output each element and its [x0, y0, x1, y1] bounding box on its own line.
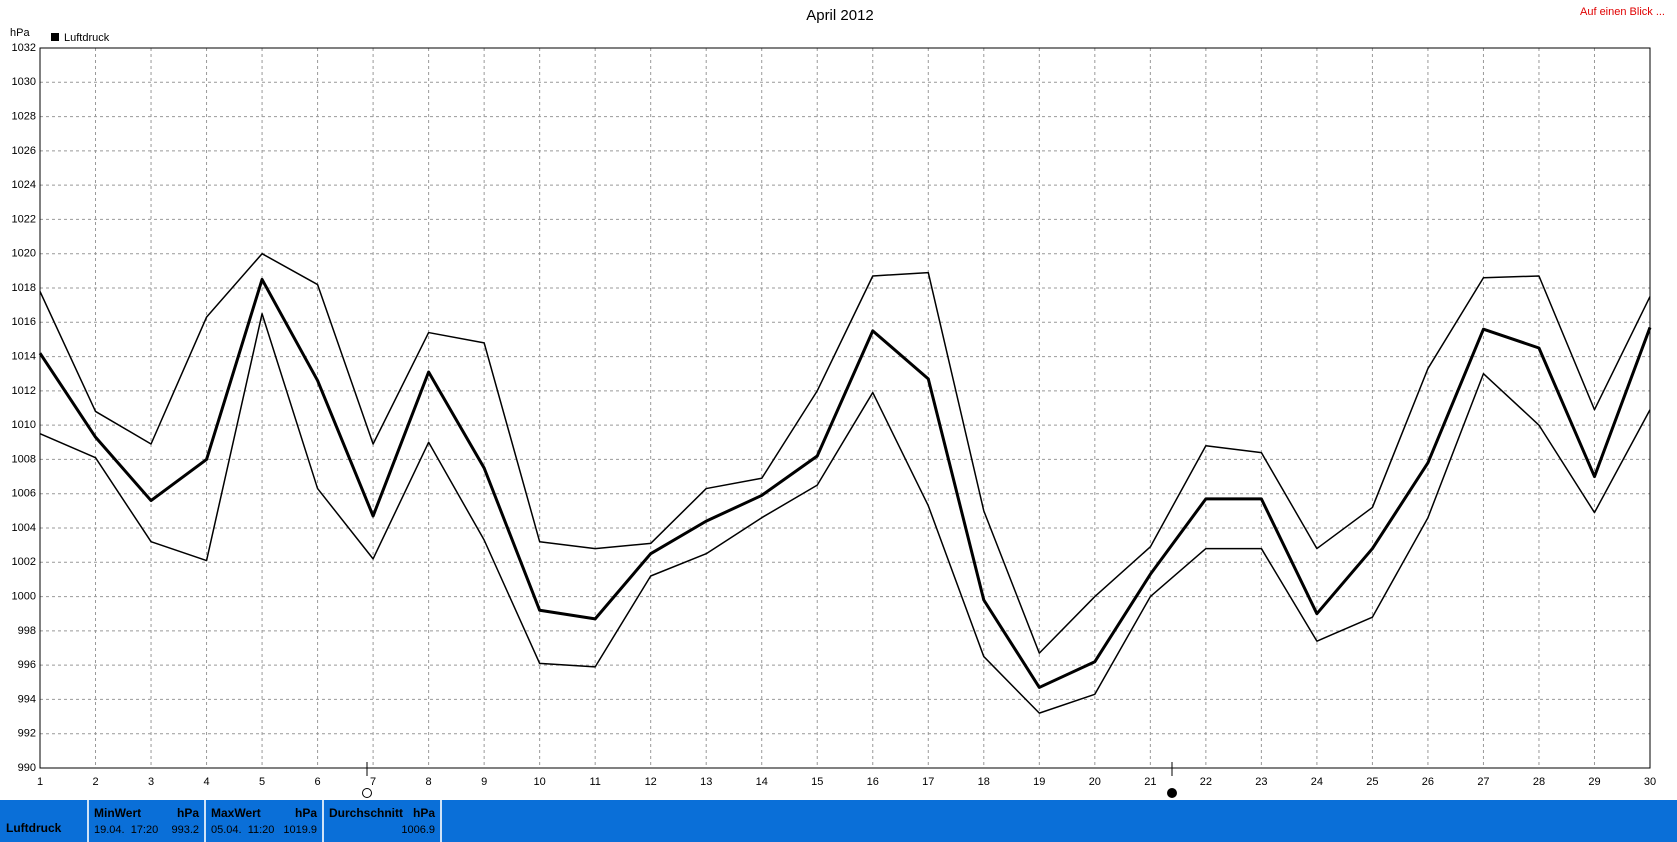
y-tick-label: 1018	[12, 282, 36, 294]
y-tick-label: 1028	[12, 110, 36, 122]
y-tick-label: 996	[18, 659, 36, 671]
legend-swatch	[51, 33, 59, 41]
x-tick-label: 7	[370, 776, 376, 788]
y-tick-label: 990	[18, 762, 36, 774]
x-tick-label: 10	[534, 776, 546, 788]
plot-border	[39, 47, 1651, 769]
x-tick-label: 8	[426, 776, 432, 788]
stats-time: 19.04. 17:20	[94, 824, 158, 836]
x-tick-label: 30	[1644, 776, 1656, 788]
stats-unit: hPa	[413, 806, 435, 820]
y-tick-label: 998	[18, 625, 36, 637]
legend-label: Luftdruck	[64, 32, 110, 44]
x-tick-label: 20	[1089, 776, 1101, 788]
overview-link[interactable]: Auf einen Blick ...	[1580, 6, 1665, 18]
x-tick-label: 2	[92, 776, 98, 788]
stats-unit: hPa	[177, 806, 199, 820]
y-tick-label: 1010	[12, 419, 36, 431]
x-tick-label: 18	[978, 776, 990, 788]
y-tick-label: 994	[18, 693, 36, 705]
moon-icon	[362, 788, 372, 798]
x-tick-label: 22	[1200, 776, 1212, 788]
data-line	[39, 252, 1651, 654]
y-tick-label: 1002	[12, 556, 36, 568]
x-tick-label: 9	[481, 776, 487, 788]
x-tick-label: 25	[1366, 776, 1378, 788]
x-tick-label: 19	[1033, 776, 1045, 788]
stats-bar	[0, 800, 1677, 842]
y-tick-label: 1006	[12, 488, 36, 500]
moon-icon	[1167, 788, 1177, 798]
x-tick-label: 6	[315, 776, 321, 788]
x-tick-label: 1	[37, 776, 43, 788]
y-tick-label: 1014	[12, 350, 36, 362]
x-tick-label: 16	[867, 776, 879, 788]
x-tick-label: 28	[1533, 776, 1545, 788]
x-tick-label: 12	[645, 776, 657, 788]
y-tick-label: 1022	[12, 213, 36, 225]
data-line	[39, 312, 1651, 714]
stats-time: 05.04. 11:20	[211, 824, 274, 836]
x-tick-label: 15	[811, 776, 823, 788]
x-tick-label: 27	[1477, 776, 1489, 788]
y-tick-label: 992	[18, 728, 36, 740]
x-tick-label: 14	[756, 776, 768, 788]
y-tick-label: 1026	[12, 145, 36, 157]
x-tick-label: 13	[700, 776, 712, 788]
stats-value: 993.2	[171, 824, 199, 836]
y-tick-label: 1004	[12, 522, 36, 534]
x-tick-label: 21	[1144, 776, 1156, 788]
y-tick-label: 1016	[12, 316, 36, 328]
stats-value: 1006.9	[401, 824, 435, 836]
x-tick-label: 24	[1311, 776, 1323, 788]
stats-label: Luftdruck	[6, 821, 62, 835]
x-tick-label: 11	[589, 776, 600, 788]
chart-title: April 2012	[806, 7, 874, 24]
y-tick-label: 1020	[12, 248, 36, 260]
y-tick-label: 1012	[12, 385, 36, 397]
y-tick-label: 1030	[12, 76, 36, 88]
x-tick-label: 3	[148, 776, 154, 788]
x-tick-label: 29	[1588, 776, 1600, 788]
y-axis-label: hPa	[10, 27, 30, 39]
x-tick-label: 23	[1255, 776, 1267, 788]
x-tick-label: 5	[259, 776, 265, 788]
y-tick-label: 1008	[12, 453, 36, 465]
x-tick-label: 17	[922, 776, 934, 788]
plot: 9909929949969981000100210041006100810101…	[12, 42, 1657, 788]
stats-unit: hPa	[295, 806, 317, 820]
stats-value: 1019.9	[283, 824, 317, 836]
data-line	[38, 277, 1652, 689]
y-tick-label: 1024	[12, 179, 36, 191]
stats-title: Durchschnitt	[329, 806, 403, 820]
x-tick-label: 26	[1422, 776, 1434, 788]
y-tick-label: 1000	[12, 590, 36, 602]
stats-title: MaxWert	[211, 806, 261, 820]
x-tick-label: 4	[203, 776, 209, 788]
y-tick-label: 1032	[12, 42, 36, 54]
stats-title: MinWert	[94, 806, 141, 820]
stats: Luftdruck MinWert hPa 19.04. 17:20 993.2 MaxW…	[6, 800, 442, 842]
